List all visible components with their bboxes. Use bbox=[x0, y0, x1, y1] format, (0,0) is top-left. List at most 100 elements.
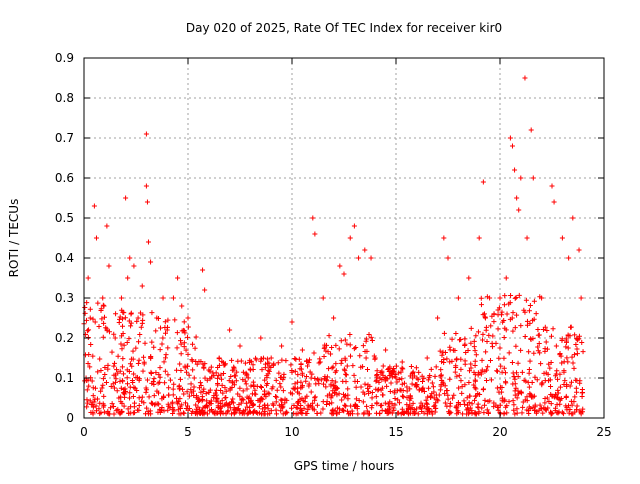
cloud-point bbox=[544, 327, 550, 333]
cloud-point bbox=[177, 405, 183, 411]
cloud-point bbox=[374, 401, 380, 407]
cloud-point bbox=[473, 386, 479, 392]
cloud-point bbox=[233, 406, 239, 412]
cloud-point bbox=[99, 316, 105, 322]
cloud-point bbox=[364, 403, 370, 409]
cloud-point bbox=[462, 401, 468, 407]
cloud-point bbox=[231, 410, 237, 416]
cloud-point bbox=[454, 373, 460, 379]
cloud-point bbox=[428, 366, 434, 372]
cloud-point bbox=[239, 396, 245, 402]
cloud-point bbox=[378, 403, 384, 409]
cloud-point bbox=[128, 323, 134, 329]
cloud-point bbox=[453, 357, 459, 363]
x-tick-label: 25 bbox=[596, 425, 611, 439]
cloud-point bbox=[503, 370, 509, 376]
cloud-point bbox=[298, 402, 304, 408]
cloud-point bbox=[169, 401, 175, 407]
cloud-point bbox=[343, 371, 349, 377]
cloud-point bbox=[176, 411, 182, 417]
cloud-point bbox=[111, 411, 117, 417]
cloud-point bbox=[487, 357, 493, 363]
cloud-point bbox=[361, 410, 367, 416]
cloud-point bbox=[172, 317, 178, 323]
cloud-point bbox=[126, 410, 132, 416]
chart-title: Day 020 of 2025, Rate Of TEC Index for r… bbox=[186, 21, 502, 35]
cloud-point bbox=[396, 370, 402, 376]
cloud-point bbox=[118, 399, 124, 405]
cloud-point bbox=[318, 410, 324, 416]
cloud-point bbox=[475, 404, 481, 410]
cloud-point bbox=[235, 391, 241, 397]
cloud-point bbox=[388, 380, 394, 386]
cloud-point bbox=[171, 381, 177, 387]
cloud-point bbox=[225, 408, 231, 414]
data-point bbox=[85, 275, 91, 281]
cloud-point bbox=[167, 377, 173, 383]
cloud-point bbox=[518, 347, 524, 353]
cloud-point bbox=[473, 352, 479, 358]
cloud-point bbox=[390, 405, 396, 411]
cloud-point bbox=[193, 410, 199, 416]
cloud-point bbox=[363, 338, 369, 344]
data-point bbox=[175, 275, 181, 281]
cloud-point bbox=[213, 387, 219, 393]
cloud-point bbox=[526, 349, 532, 355]
cloud-point bbox=[256, 403, 262, 409]
data-point bbox=[127, 255, 133, 261]
cloud-point bbox=[185, 351, 191, 357]
cloud-point bbox=[247, 409, 253, 415]
data-point bbox=[487, 295, 493, 301]
data-point bbox=[441, 235, 447, 241]
cloud-point bbox=[458, 378, 464, 384]
cloud-point bbox=[425, 377, 431, 383]
y-tick-label: 0.7 bbox=[55, 131, 74, 145]
cloud-point bbox=[502, 397, 508, 403]
cloud-point bbox=[478, 295, 484, 301]
cloud-point bbox=[466, 379, 472, 385]
cloud-point bbox=[514, 395, 520, 401]
cloud-point bbox=[451, 392, 457, 398]
cloud-point bbox=[519, 369, 525, 375]
cloud-point bbox=[300, 372, 306, 378]
cloud-point bbox=[396, 377, 402, 383]
cloud-point bbox=[326, 333, 332, 339]
cloud-point bbox=[540, 410, 546, 416]
cloud-point bbox=[502, 293, 508, 299]
cloud-point bbox=[550, 393, 556, 399]
cloud-point bbox=[295, 379, 301, 385]
cloud-point bbox=[268, 364, 274, 370]
cloud-point bbox=[536, 340, 542, 346]
cloud-point bbox=[130, 379, 136, 385]
cloud-point bbox=[244, 394, 250, 400]
cloud-point bbox=[131, 410, 137, 416]
cloud-point bbox=[284, 410, 290, 416]
cloud-point bbox=[408, 363, 414, 369]
cloud-point bbox=[459, 390, 465, 396]
cloud-point bbox=[270, 384, 276, 390]
cloud-point bbox=[522, 333, 528, 339]
cloud-point bbox=[282, 400, 288, 406]
cloud-point bbox=[259, 356, 265, 362]
cloud-point bbox=[456, 385, 462, 391]
cloud-point bbox=[331, 382, 337, 388]
cloud-point bbox=[118, 385, 124, 391]
cloud-point bbox=[266, 391, 272, 397]
cloud-point bbox=[249, 401, 255, 407]
cloud-point bbox=[495, 405, 501, 411]
cloud-point bbox=[543, 339, 549, 345]
cloud-point bbox=[90, 385, 96, 391]
data-points bbox=[83, 75, 584, 389]
cloud-point bbox=[198, 382, 204, 388]
cloud-point bbox=[494, 385, 500, 391]
cloud-point bbox=[574, 403, 580, 409]
cloud-point bbox=[364, 348, 370, 354]
cloud-point bbox=[471, 338, 477, 344]
data-point bbox=[549, 183, 555, 189]
cloud-point bbox=[240, 388, 246, 394]
cloud-point bbox=[84, 397, 90, 403]
cloud-point bbox=[291, 403, 297, 409]
cloud-point bbox=[223, 402, 229, 408]
cloud-point bbox=[559, 336, 565, 342]
cloud-point bbox=[92, 385, 98, 391]
